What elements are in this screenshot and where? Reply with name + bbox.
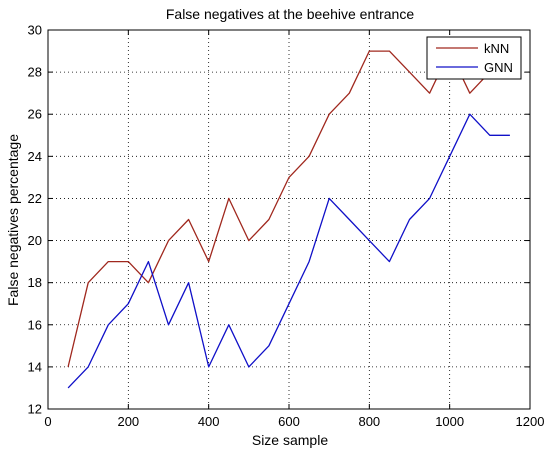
- series-line-knn: [67, 50, 491, 368]
- y-tick-label: 20: [28, 233, 42, 248]
- legend-box: [426, 36, 522, 80]
- x-tick-label: 800: [358, 414, 380, 429]
- x-tick-label: 1000: [435, 414, 464, 429]
- x-tick-labels: 0 200 400 600 800 1000 1200: [44, 414, 544, 429]
- y-tick-label: 18: [28, 275, 42, 290]
- grid: [48, 30, 530, 409]
- legend: kNN GNN: [426, 36, 522, 80]
- y-tick-labels: 12 14 16 18 20 22 24 26 28 30: [28, 23, 42, 417]
- y-tick-label: 16: [28, 317, 42, 332]
- series-line-gnn: [67, 113, 510, 389]
- x-tick-label: 600: [278, 414, 300, 429]
- chart-title: False negatives at the beehive entrance: [166, 6, 414, 22]
- x-tick-label: 0: [44, 414, 51, 429]
- plot-frame: [47, 29, 531, 410]
- y-axis-label: False negatives percentage: [5, 134, 21, 306]
- x-tick-label: 1200: [516, 414, 545, 429]
- legend-label-knn: kNN: [484, 41, 509, 56]
- plot-area: [48, 30, 530, 409]
- y-tick-label: 22: [28, 191, 42, 206]
- y-tick-label: 14: [28, 359, 42, 374]
- x-tick-label: 200: [117, 414, 139, 429]
- y-tick-label: 12: [28, 402, 42, 417]
- x-tick-label: 400: [198, 414, 220, 429]
- y-tick-label: 24: [28, 149, 42, 164]
- y-tick-label: 28: [28, 65, 42, 80]
- x-axis-label: Size sample: [252, 432, 328, 448]
- series-lines: [67, 50, 510, 389]
- legend-label-gnn: GNN: [484, 60, 513, 75]
- y-tick-label: 26: [28, 107, 42, 122]
- y-tick-label: 30: [28, 23, 42, 38]
